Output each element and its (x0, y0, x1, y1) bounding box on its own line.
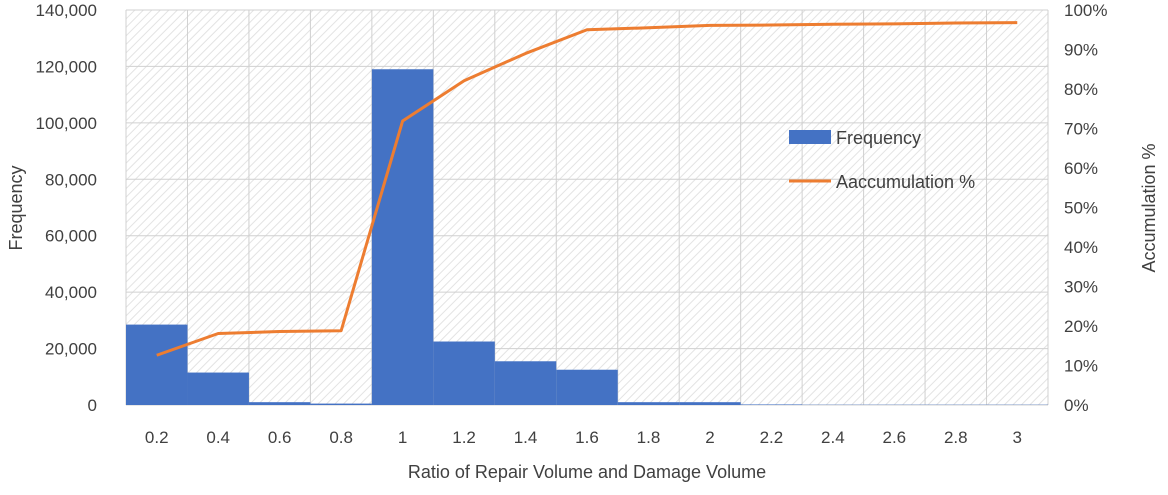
y-axis-ticks: 0 20,000 40,000 60,000 80,000 100,000 120,000 1… (36, 1, 97, 415)
y-tick-label: 80,000 (45, 170, 97, 189)
y2-tick-label: 40% (1064, 238, 1098, 257)
y2-axis-ticks: 0% 10% 20% 30% 40% 50% 60% 70% 80% 90% 100% (1064, 1, 1107, 415)
bar (618, 402, 679, 405)
y2-tick-label: 70% (1064, 120, 1098, 139)
y-tick-label: 120,000 (36, 57, 97, 76)
bar (556, 370, 617, 405)
y2-tick-label: 0% (1064, 396, 1089, 415)
bar (495, 361, 556, 405)
x-tick-label: 0.6 (268, 428, 292, 447)
x-tick-label: 2.8 (944, 428, 968, 447)
y2-tick-label: 30% (1064, 278, 1098, 297)
legend-frequency-label: Frequency (836, 128, 921, 148)
y-tick-label: 0 (88, 396, 97, 415)
x-tick-label: 1.6 (575, 428, 599, 447)
y2-axis-title: Accumulation % (1139, 143, 1159, 272)
legend-frequency-swatch (789, 130, 831, 144)
x-axis-ticks: 0.2 0.4 0.6 0.8 1 1.2 1.4 1.6 1.8 2 2.2 2.4 2.6 2.8 3 (145, 428, 1022, 447)
x-tick-label: 3 (1013, 428, 1022, 447)
bar (310, 404, 371, 405)
x-tick-label: 0.2 (145, 428, 169, 447)
x-tick-label: 1 (398, 428, 407, 447)
bar (679, 402, 740, 405)
x-tick-label: 0.8 (329, 428, 353, 447)
x-tick-label: 1.4 (514, 428, 538, 447)
x-tick-label: 2 (705, 428, 714, 447)
bar (741, 404, 802, 405)
x-tick-label: 1.8 (637, 428, 661, 447)
y2-tick-label: 90% (1064, 41, 1098, 60)
y-tick-label: 60,000 (45, 227, 97, 246)
y2-tick-label: 20% (1064, 317, 1098, 336)
y-tick-label: 100,000 (36, 114, 97, 133)
y2-tick-label: 50% (1064, 199, 1098, 218)
y-tick-label: 140,000 (36, 1, 97, 20)
x-tick-label: 2.6 (883, 428, 907, 447)
x-tick-label: 2.2 (760, 428, 784, 447)
x-tick-label: 1.2 (452, 428, 476, 447)
y-tick-label: 40,000 (45, 283, 97, 302)
y2-tick-label: 80% (1064, 80, 1098, 99)
y-tick-label: 20,000 (45, 340, 97, 359)
x-axis-title: Ratio of Repair Volume and Damage Volume (408, 462, 766, 482)
y-axis-title: Frequency (6, 165, 26, 250)
y2-tick-label: 60% (1064, 159, 1098, 178)
bar (433, 342, 494, 405)
bar (249, 402, 310, 405)
bar (187, 373, 248, 405)
y2-tick-label: 10% (1064, 357, 1098, 376)
y2-tick-label: 100% (1064, 1, 1107, 20)
bar (126, 325, 187, 405)
plot-area (126, 10, 1048, 405)
x-tick-label: 0.4 (206, 428, 230, 447)
legend-accumulation-label: Aaccumulation % (836, 172, 975, 192)
x-tick-label: 2.4 (821, 428, 845, 447)
